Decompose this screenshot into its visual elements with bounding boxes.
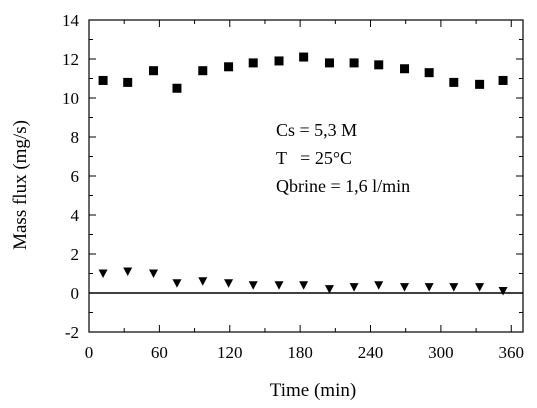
triangle-down-point bbox=[248, 281, 258, 290]
triangle-down-point bbox=[123, 267, 133, 277]
x-tick-label: 300 bbox=[428, 343, 454, 362]
square-point bbox=[424, 68, 434, 78]
annotation-temperature: T = 25°C bbox=[276, 148, 352, 168]
square-point bbox=[400, 64, 410, 74]
square-point bbox=[299, 52, 309, 62]
y-tick-label: 12 bbox=[62, 50, 79, 69]
annotation-brine-flow: Qbrine = 1,6 l/min bbox=[276, 176, 410, 196]
annotation-concentration: Cs = 5,3 M bbox=[276, 120, 357, 140]
triangle-down-point bbox=[224, 279, 234, 288]
square-point bbox=[198, 66, 208, 76]
x-axis-label: Time (min) bbox=[270, 380, 356, 401]
triangle-down-point bbox=[299, 281, 309, 290]
square-point bbox=[172, 83, 182, 93]
square-point bbox=[374, 60, 384, 70]
triangle-down-point bbox=[98, 269, 108, 278]
triangle-down-point bbox=[198, 277, 208, 286]
triangle-down-point bbox=[172, 279, 182, 288]
triangle-down-point bbox=[274, 281, 284, 290]
y-tick-label: 8 bbox=[71, 128, 80, 147]
x-tick-label: 360 bbox=[499, 343, 525, 362]
x-tick-label: 60 bbox=[151, 343, 168, 362]
triangle-down-point bbox=[449, 283, 459, 292]
triangle-down-point bbox=[400, 283, 410, 292]
square-point bbox=[98, 75, 108, 85]
square-point bbox=[224, 62, 234, 72]
triangle-down-point bbox=[374, 281, 384, 290]
square-point bbox=[248, 58, 258, 68]
y-axis-label: Mass flux (mg/s) bbox=[10, 120, 31, 250]
square-point bbox=[349, 58, 359, 68]
y-tick-label: -2 bbox=[65, 323, 79, 342]
y-tick-label: 6 bbox=[71, 167, 80, 186]
square-point bbox=[324, 58, 334, 68]
triangle-down-point bbox=[475, 283, 485, 292]
triangle-down-point bbox=[424, 283, 434, 292]
triangle-down-point bbox=[324, 285, 334, 294]
square-point bbox=[475, 79, 485, 89]
triangle-down-point bbox=[149, 269, 159, 278]
square-point bbox=[274, 56, 284, 66]
y-tick-label: 10 bbox=[62, 89, 79, 108]
x-tick-label: 180 bbox=[287, 343, 313, 362]
y-tick-label: 14 bbox=[62, 11, 80, 30]
triangle-down-point bbox=[349, 283, 359, 292]
y-tick-label: 2 bbox=[71, 245, 80, 264]
square-point bbox=[449, 77, 459, 87]
square-point bbox=[123, 77, 133, 87]
y-tick-label: 4 bbox=[71, 206, 80, 225]
x-tick-label: 0 bbox=[85, 343, 94, 362]
y-tick-label: 0 bbox=[71, 284, 80, 303]
x-tick-label: 120 bbox=[217, 343, 243, 362]
x-tick-label: 240 bbox=[358, 343, 384, 362]
triangle-down-point bbox=[498, 287, 508, 296]
square-point bbox=[149, 66, 159, 76]
square-point bbox=[498, 75, 508, 85]
